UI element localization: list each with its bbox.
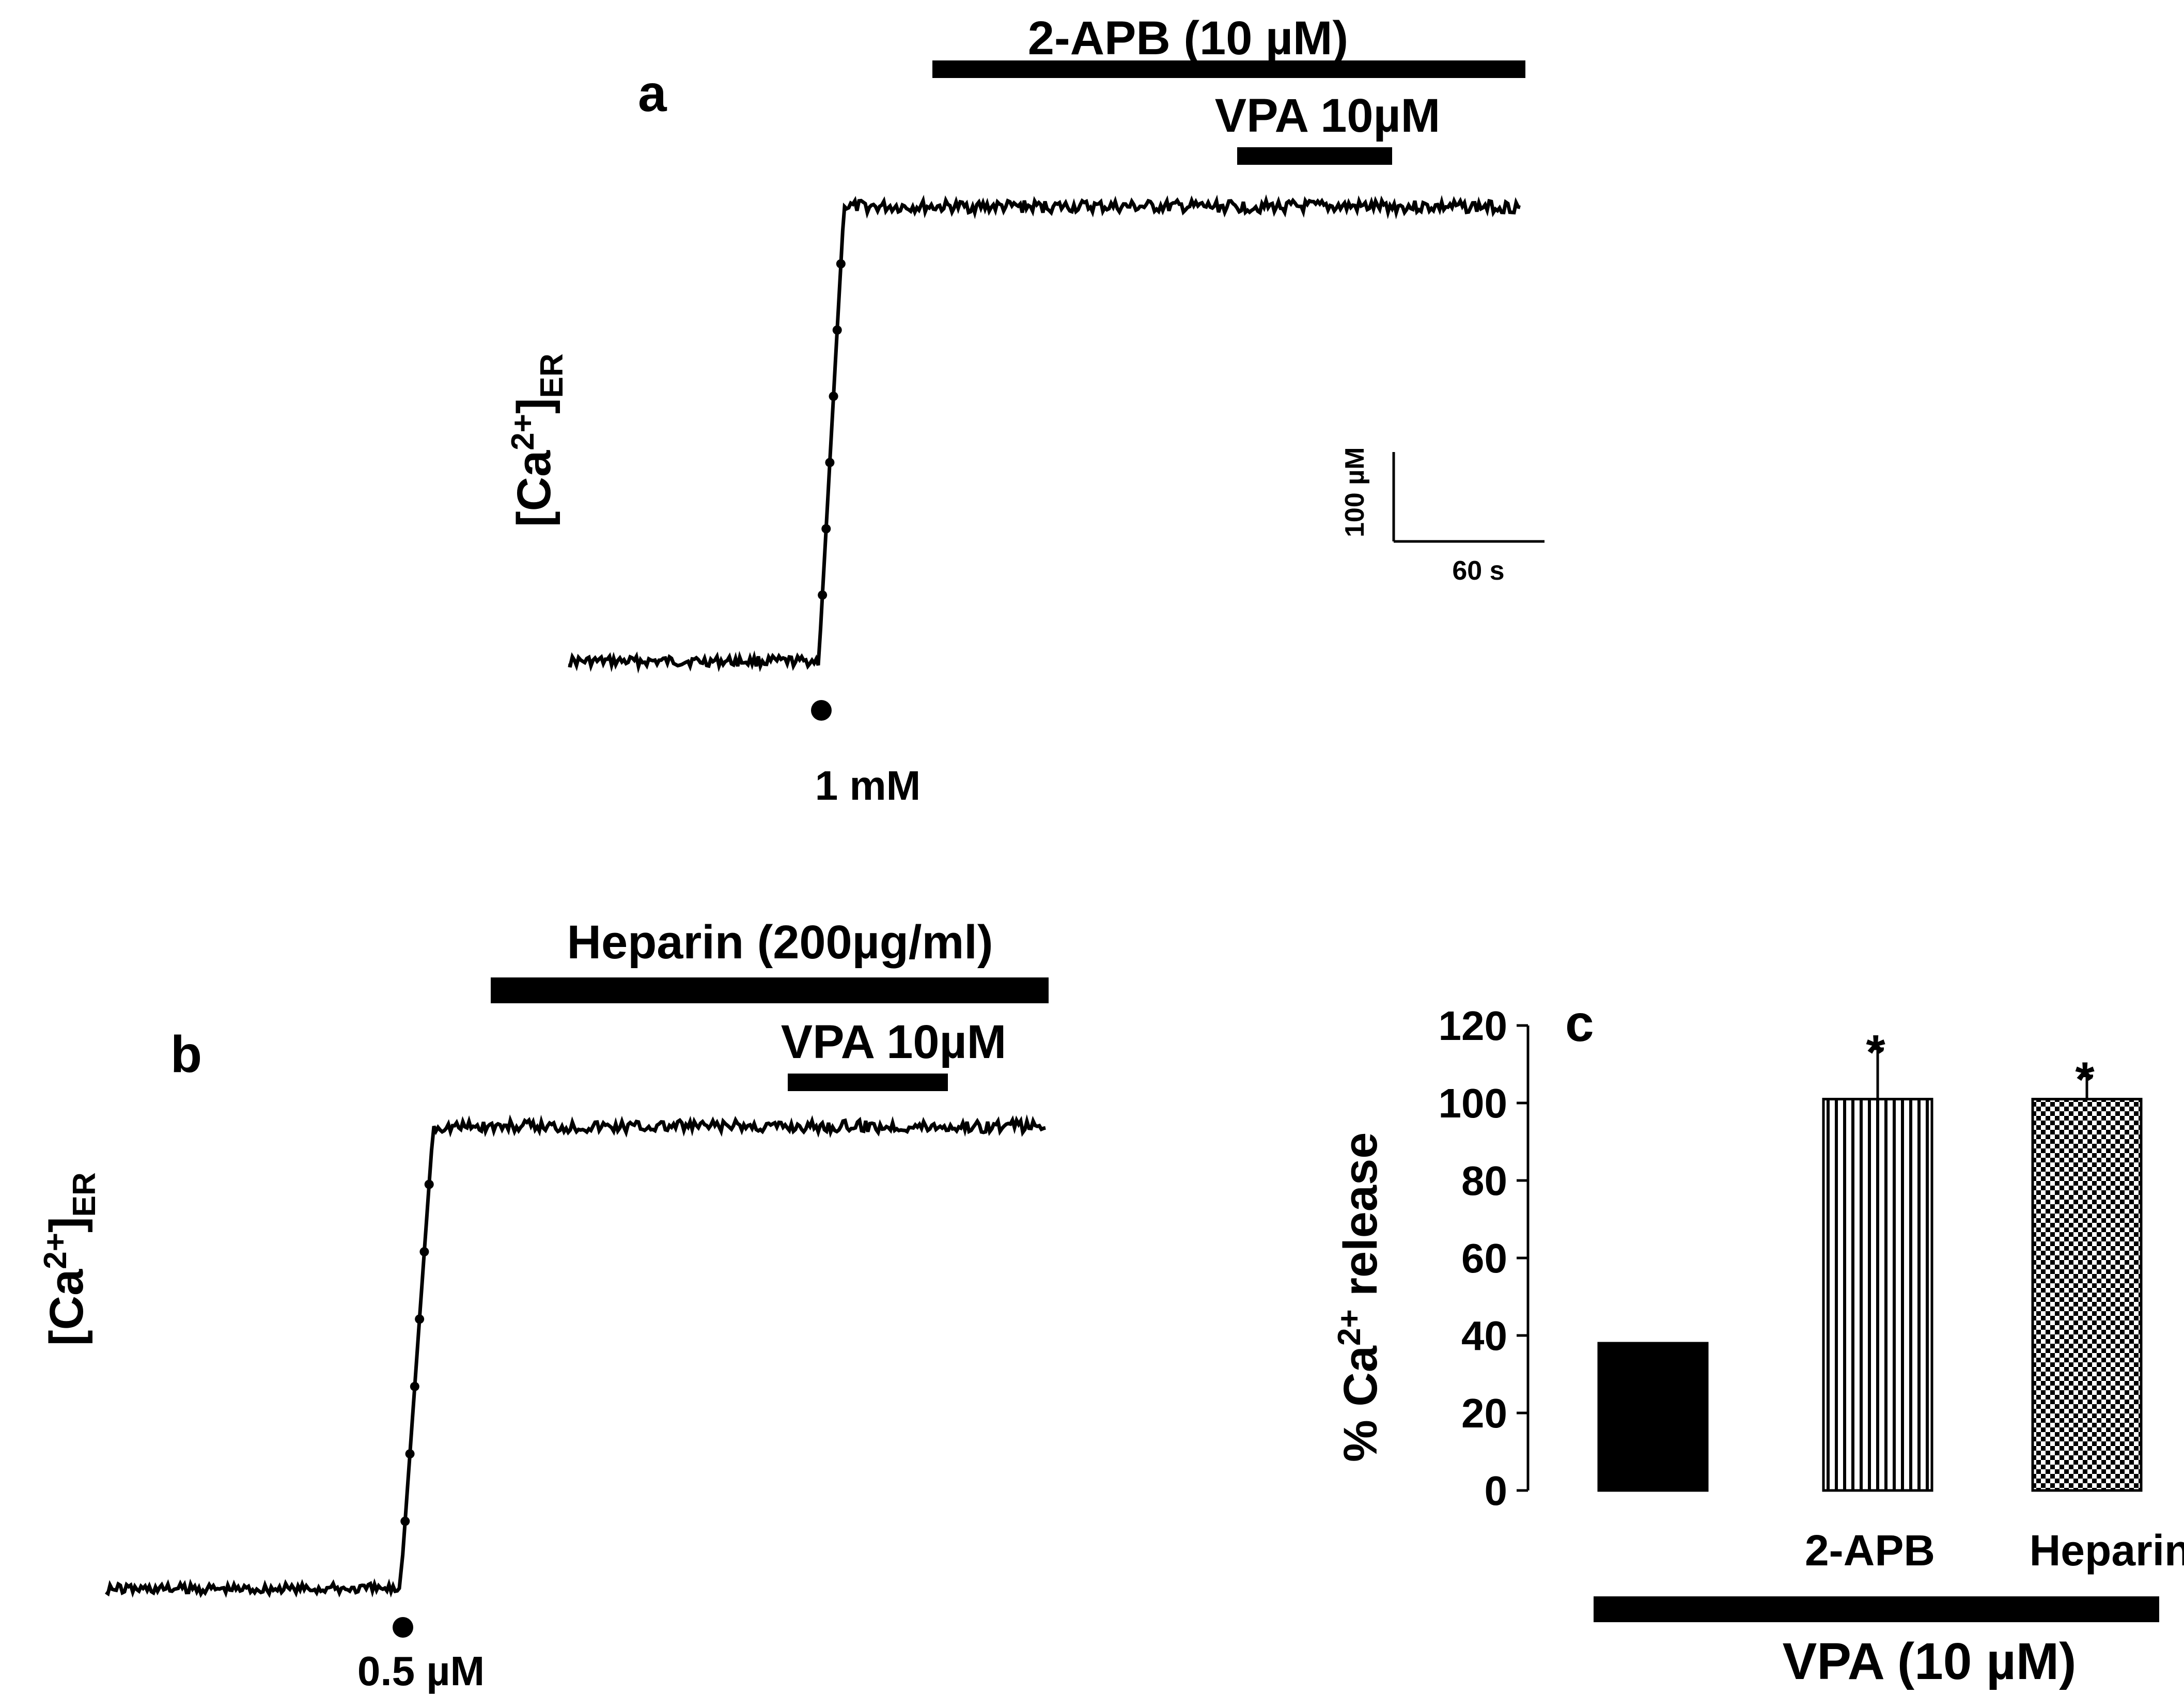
trace-marker — [825, 458, 835, 468]
panel-a-drug-bar-2apb — [932, 60, 1525, 78]
trace-marker — [419, 1247, 429, 1256]
trace-marker — [415, 1314, 425, 1324]
panel-a-scale-x-label: 60 s — [1452, 556, 1504, 586]
panel-a: a 2-APB (10 µM) VPA 10µM [Ca2+]ER 1 mM 1… — [505, 12, 1545, 809]
panel-c-vpa-label: VPA (10 µM) — [1783, 1633, 2077, 1690]
significance-asterisk: * — [1866, 1025, 1885, 1080]
panel-a-drug-label-vpa: VPA 10µM — [1215, 89, 1440, 142]
panel-b-stimulus-label: 0.5 µM — [357, 1648, 485, 1694]
bar — [1597, 1342, 1709, 1492]
trace-marker — [410, 1381, 419, 1391]
trace-marker — [836, 259, 846, 269]
panel-a-letter: a — [638, 65, 667, 122]
y-tick-label: 80 — [1461, 1158, 1507, 1204]
panel-a-drug-label-2apb: 2-APB (10 µM) — [1028, 12, 1348, 65]
panel-b-drug-bar-vpa — [788, 1074, 948, 1091]
panel-a-trace-markers — [818, 259, 846, 600]
trace-marker — [405, 1449, 415, 1459]
y-tick-label: 120 — [1439, 1003, 1507, 1049]
trace-marker — [832, 325, 842, 335]
panel-c-y-ticks: 0 20 40 60 80 100 120 — [1439, 1003, 1528, 1514]
panel-b-drug-label-heparin: Heparin (200µg/ml) — [567, 916, 993, 969]
panel-b-stimulus-dot — [393, 1617, 413, 1638]
panel-a-trace-line — [568, 194, 1521, 674]
panel-c-vpa-bar — [1594, 1596, 2159, 1622]
panel-b-trace-line — [105, 1114, 1046, 1598]
y-tick-label: 20 — [1461, 1390, 1507, 1436]
trace-marker — [829, 392, 838, 401]
trace-marker — [818, 590, 828, 600]
y-tick-label: 100 — [1439, 1080, 1507, 1126]
panel-b-y-label: [Ca2+]ER — [38, 1172, 102, 1346]
panel-a-y-label: [Ca2+]ER — [505, 353, 570, 527]
trace-marker — [821, 524, 831, 534]
y-tick-label: 40 — [1461, 1313, 1507, 1359]
panel-a-scale-y-label: 100 µM — [1340, 447, 1370, 537]
y-tick-label: 60 — [1461, 1235, 1507, 1281]
category-label: 2-APB — [1805, 1526, 1935, 1575]
panel-b: b Heparin (200µg/ml) VPA 10µM [Ca2+]ER 0… — [38, 916, 1049, 1694]
trace-marker — [424, 1179, 434, 1189]
panel-a-stimulus-dot — [811, 700, 832, 721]
panel-c-letter: c — [1565, 994, 1594, 1052]
y-tick-label: 0 — [1485, 1468, 1508, 1514]
bar — [1822, 1098, 1933, 1492]
panel-b-trace-markers — [400, 1179, 434, 1526]
panel-c-y-label: % Ca2+ release — [1332, 1132, 1387, 1462]
category-label: Heparin — [2030, 1526, 2184, 1575]
panel-b-drug-bar-heparin — [491, 977, 1049, 1003]
trace-marker — [400, 1516, 410, 1526]
panel-c-bars: * 2-APB * Heparin — [1597, 1025, 2184, 1575]
panel-a-drug-bar-vpa — [1237, 147, 1392, 165]
panel-b-drug-label-vpa: VPA 10µM — [781, 1016, 1006, 1068]
panel-b-letter: b — [170, 1025, 202, 1083]
significance-asterisk: * — [2075, 1052, 2095, 1108]
panel-a-stimulus-label: 1 mM — [815, 763, 921, 809]
bar — [2031, 1098, 2143, 1492]
